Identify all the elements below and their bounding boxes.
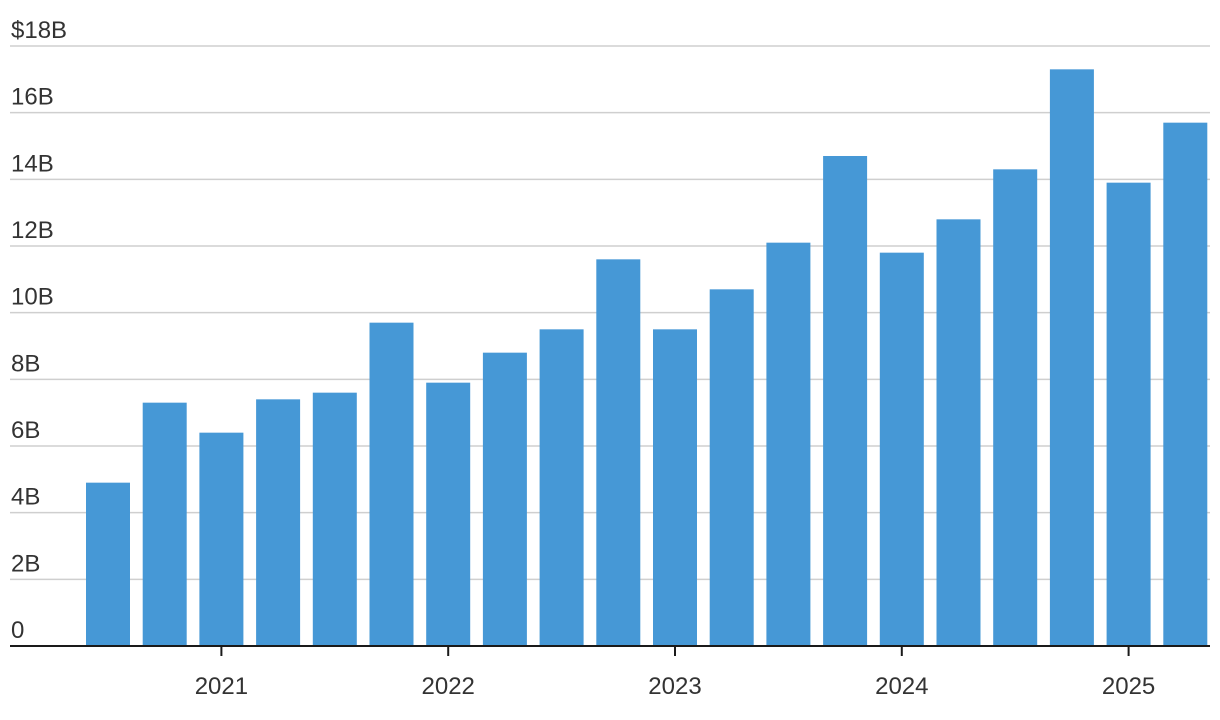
bar [142, 402, 187, 646]
bars [86, 69, 1208, 647]
bar [369, 322, 414, 646]
x-tick-label: 2025 [1102, 673, 1155, 700]
bar [482, 352, 527, 646]
bar [653, 329, 697, 646]
y-tick-label: 8B [11, 350, 40, 377]
x-tick-label: 2021 [195, 673, 248, 700]
bar [539, 329, 584, 646]
y-tick-label: 4B [11, 484, 40, 511]
x-axis [10, 645, 1210, 656]
bar [1049, 69, 1094, 647]
y-tick-label: 0 [11, 617, 24, 644]
bar [86, 482, 130, 646]
bar [256, 399, 301, 646]
y-tick-label: 10B [11, 284, 54, 311]
bar [199, 432, 244, 646]
x-tick-label: 2022 [422, 673, 475, 700]
bar [993, 169, 1038, 647]
bar [879, 252, 924, 646]
axis-labels: 0 2B 4B 6B 8B 10B 12B 14B 16B $18B 2021 2022 2023 202… [11, 17, 1155, 700]
bar [426, 382, 471, 646]
x-tick-label: 2024 [875, 673, 928, 700]
y-tick-label: 16B [11, 84, 54, 111]
bar [1106, 182, 1151, 646]
y-tick-label: 2B [11, 550, 40, 577]
y-tick-label: $18B [11, 17, 67, 44]
y-tick-label: 14B [11, 150, 54, 177]
bar [1163, 122, 1208, 646]
bar [312, 392, 357, 646]
y-tick-label: 12B [11, 217, 54, 244]
bar [936, 219, 981, 647]
y-tick-label: 6B [11, 417, 40, 444]
x-tick-label: 2023 [648, 673, 701, 700]
bar [766, 242, 811, 646]
bar [823, 156, 868, 646]
bar [596, 259, 641, 646]
bar [709, 289, 754, 646]
